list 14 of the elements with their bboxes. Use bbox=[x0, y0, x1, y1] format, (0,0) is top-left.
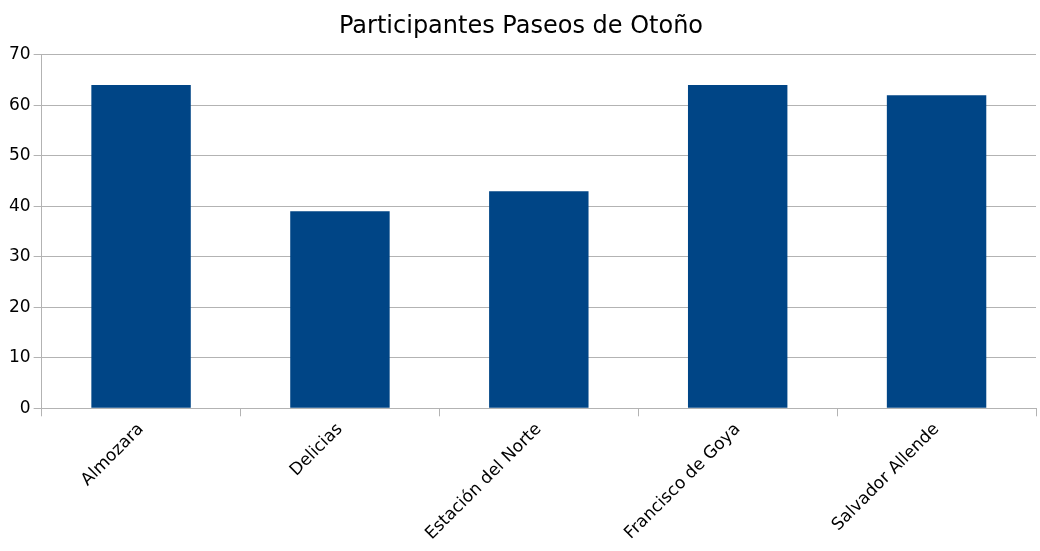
y-tick-label: 40 bbox=[8, 194, 31, 215]
y-tick-label: 50 bbox=[8, 144, 31, 165]
y-tick-label: 0 bbox=[19, 396, 31, 417]
bar bbox=[290, 211, 390, 408]
bar bbox=[489, 191, 589, 408]
y-tick-label: 60 bbox=[8, 93, 31, 114]
chart-title: Participantes Paseos de Otoño bbox=[338, 10, 704, 39]
bar bbox=[886, 95, 987, 408]
bar bbox=[91, 85, 191, 408]
bar bbox=[687, 85, 788, 408]
y-tick-label: 70 bbox=[8, 43, 31, 64]
y-tick-label: 20 bbox=[8, 295, 31, 316]
y-tick-label: 10 bbox=[8, 346, 31, 367]
y-tick-label: 30 bbox=[8, 245, 31, 266]
